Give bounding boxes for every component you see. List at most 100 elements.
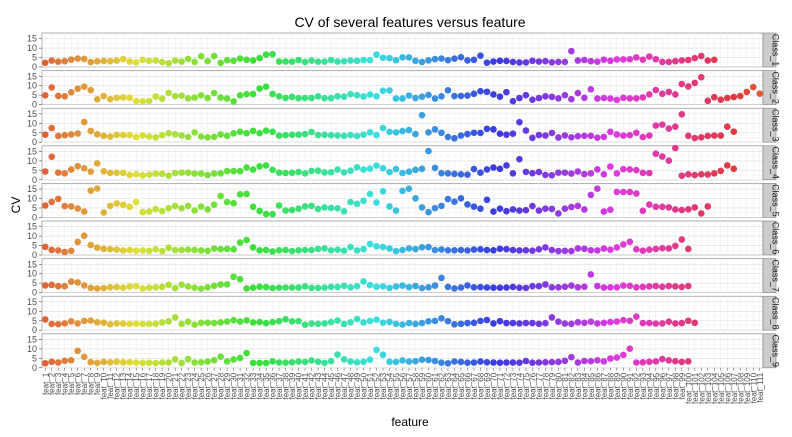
data-point <box>620 316 627 324</box>
data-point <box>288 93 296 101</box>
x-tick-label: feat_105 <box>717 372 726 404</box>
data-point <box>288 206 296 214</box>
data-point <box>451 358 458 365</box>
data-point <box>295 205 302 213</box>
data-point <box>334 351 341 358</box>
data-point <box>613 96 621 104</box>
data-point <box>542 171 549 179</box>
data-point <box>67 131 75 138</box>
x-tick-label: feat_7 <box>80 372 89 395</box>
data-point <box>717 96 725 103</box>
data-point <box>223 95 231 102</box>
data-point <box>282 169 289 177</box>
data-point <box>587 86 595 93</box>
data-point <box>613 188 621 196</box>
data-point <box>223 198 231 206</box>
data-point <box>54 320 62 328</box>
data-point <box>548 129 556 137</box>
data-point <box>139 132 146 139</box>
x-tick-label: feat_35 <box>262 372 271 399</box>
x-axis-title: feature <box>391 415 429 429</box>
data-point <box>230 199 237 207</box>
data-point <box>548 171 556 179</box>
data-point <box>119 359 127 366</box>
data-point <box>425 147 432 155</box>
data-point <box>509 97 517 105</box>
data-point <box>399 187 406 195</box>
data-point <box>373 199 380 206</box>
data-point <box>665 125 673 132</box>
x-tick-label: feat_77 <box>535 372 544 399</box>
data-point <box>48 320 56 328</box>
data-point <box>262 127 270 134</box>
data-point <box>80 164 88 172</box>
data-point <box>256 85 263 92</box>
data-point <box>379 283 387 290</box>
y-axis-title: CV <box>9 197 23 214</box>
data-point <box>496 359 504 367</box>
data-point <box>561 283 569 291</box>
data-point <box>321 94 328 102</box>
data-point <box>236 55 244 62</box>
data-point <box>204 247 211 255</box>
data-point <box>444 133 452 141</box>
x-tick-label: feat_94 <box>645 372 654 399</box>
data-point <box>249 203 257 211</box>
data-point <box>366 91 374 98</box>
y-tick-label: 0 <box>32 250 37 260</box>
data-point <box>360 319 367 326</box>
facet-strip <box>762 333 777 369</box>
data-point <box>269 284 276 292</box>
x-tick-label: feat_29 <box>223 372 232 399</box>
data-point <box>126 320 133 328</box>
data-point <box>607 318 614 326</box>
data-point <box>217 245 224 253</box>
data-point <box>152 205 159 213</box>
data-point <box>61 357 69 365</box>
data-point <box>535 168 543 176</box>
data-point <box>340 208 348 215</box>
data-point <box>516 59 523 66</box>
data-point <box>574 132 582 140</box>
facet-strip-label: Class_7 <box>771 259 781 292</box>
data-point <box>334 92 341 100</box>
data-point <box>360 358 367 366</box>
data-point <box>503 319 510 327</box>
data-point <box>548 358 556 366</box>
data-point <box>438 315 445 322</box>
data-point <box>568 133 575 141</box>
x-tick-label: feat_98 <box>671 372 680 399</box>
x-tick-label: feat_95 <box>652 372 661 399</box>
data-point <box>217 353 224 360</box>
data-point <box>503 162 510 169</box>
data-point <box>444 246 452 254</box>
data-point <box>184 95 192 102</box>
data-point <box>464 57 471 64</box>
y-tick-label: 15 <box>27 146 37 156</box>
data-point <box>620 56 627 63</box>
data-point <box>61 248 69 256</box>
data-point <box>529 359 536 367</box>
data-point <box>685 282 692 290</box>
x-tick-label: feat_57 <box>405 372 414 399</box>
x-tick-label: feat_73 <box>509 372 518 399</box>
data-point <box>321 359 328 367</box>
data-point <box>516 118 523 126</box>
data-point <box>210 245 218 252</box>
data-point <box>314 358 322 366</box>
data-point <box>119 169 127 177</box>
x-tick-label: feat_26 <box>204 372 213 399</box>
data-point <box>633 284 640 291</box>
data-point <box>659 203 666 211</box>
data-point <box>191 284 198 291</box>
data-point <box>353 164 361 171</box>
x-tick-label: feat_20 <box>165 372 174 399</box>
data-point <box>204 358 211 365</box>
data-point <box>665 157 673 165</box>
data-point <box>301 283 309 290</box>
data-point <box>93 58 101 65</box>
data-point <box>178 320 185 328</box>
data-point <box>457 132 465 139</box>
data-point <box>171 246 179 254</box>
